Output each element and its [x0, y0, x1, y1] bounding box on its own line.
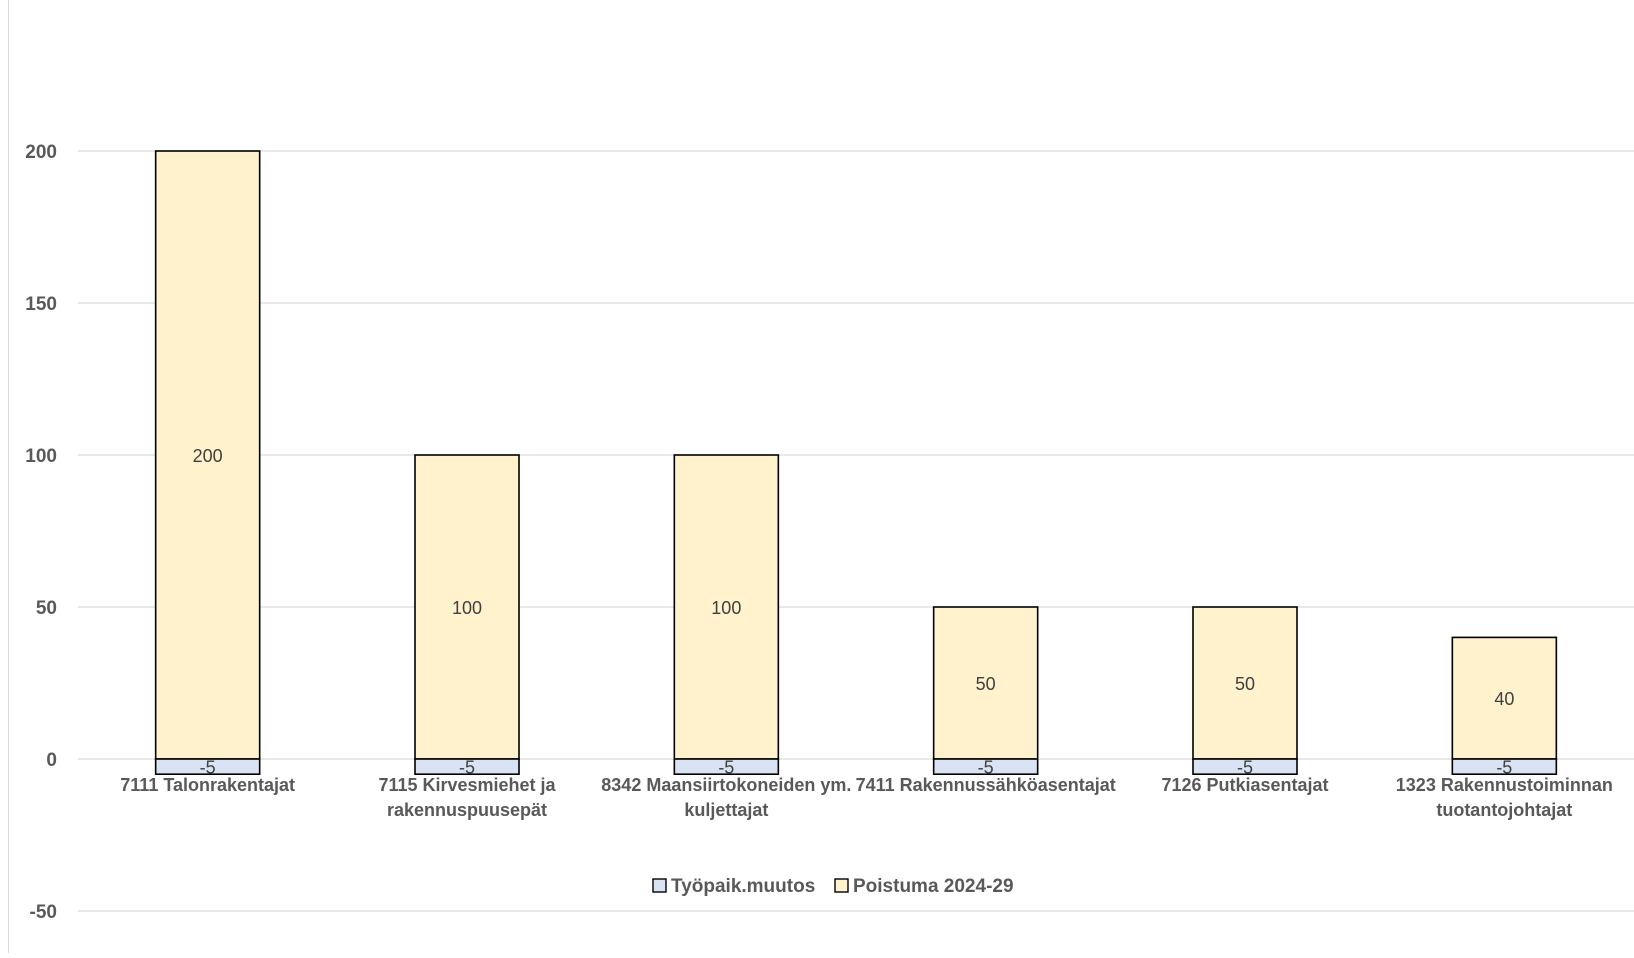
x-tick-label: 1323 Rakennustoiminnan — [1396, 775, 1613, 795]
y-tick-label: 0 — [46, 750, 57, 771]
x-tick-label: 8342 Maansiirtokoneiden ym. — [601, 775, 851, 795]
data-label-poistuma: 100 — [711, 598, 741, 618]
bar-tyopaik-muutos — [673, 758, 780, 775]
legend-label: Työpaik.muutos — [671, 876, 815, 897]
y-tick-label: 200 — [25, 142, 57, 163]
data-label-poistuma: 40 — [1494, 689, 1514, 709]
x-tick-label: kuljettajat — [684, 800, 768, 820]
data-label-tyopaik-muutos: -5 — [978, 758, 994, 778]
data-label-tyopaik-muutos: -5 — [718, 758, 734, 778]
y-tick-label: 150 — [25, 294, 57, 315]
legend: Työpaik.muutos Poistuma 2024-29 — [652, 876, 1014, 897]
y-axis-ticks: -50 0 50 100 150 200 — [25, 142, 57, 923]
data-label-poistuma: 50 — [1235, 674, 1255, 694]
y-tick-label: 50 — [36, 598, 57, 619]
legend-label: Poistuma 2024-29 — [853, 876, 1014, 897]
bars — [154, 150, 1558, 775]
bar-poistuma — [1192, 606, 1298, 760]
y-tick-label: -50 — [30, 902, 57, 923]
bar-tyopaik-muutos — [414, 758, 520, 775]
bar-tyopaik-muutos — [1451, 758, 1558, 775]
data-label-tyopaik-muutos: -5 — [459, 758, 475, 778]
x-tick-label: 7126 Putkiasentajat — [1161, 775, 1328, 795]
x-axis-ticks: 7111 Talonrakentajat 7115 Kirvesmiehet ja… — [120, 775, 1613, 820]
data-label-poistuma: 50 — [976, 674, 996, 694]
data-label-tyopaik-muutos: -5 — [1496, 758, 1512, 778]
data-label-poistuma: 200 — [193, 446, 223, 466]
bar-poistuma — [932, 606, 1039, 760]
data-label-poistuma: 100 — [452, 598, 482, 618]
bar-tyopaik-muutos — [1192, 758, 1298, 775]
data-labels: 200 -5 100 -5 100 -5 50 -5 50 -5 40 -5 — [193, 446, 1515, 778]
gridlines — [78, 150, 1634, 912]
x-tick-label: tuotantojohtajat — [1436, 800, 1572, 820]
legend-swatch — [652, 878, 667, 893]
y-tick-label: 100 — [25, 446, 57, 467]
legend-swatch — [834, 878, 849, 893]
bar-tyopaik-muutos — [932, 758, 1039, 775]
bar-tyopaik-muutos — [154, 758, 261, 775]
chart-border-left — [8, 0, 9, 953]
bar-poistuma — [673, 454, 780, 760]
data-label-tyopaik-muutos: -5 — [1237, 758, 1253, 778]
x-tick-label: 7111 Talonrakentajat — [120, 775, 295, 795]
x-tick-label: 7411 Rakennussähköasentajat — [856, 775, 1116, 795]
x-tick-label: 7115 Kirvesmiehet ja — [378, 775, 556, 795]
data-label-tyopaik-muutos: -5 — [200, 758, 216, 778]
x-tick-label: rakennuspuusepät — [387, 800, 547, 820]
